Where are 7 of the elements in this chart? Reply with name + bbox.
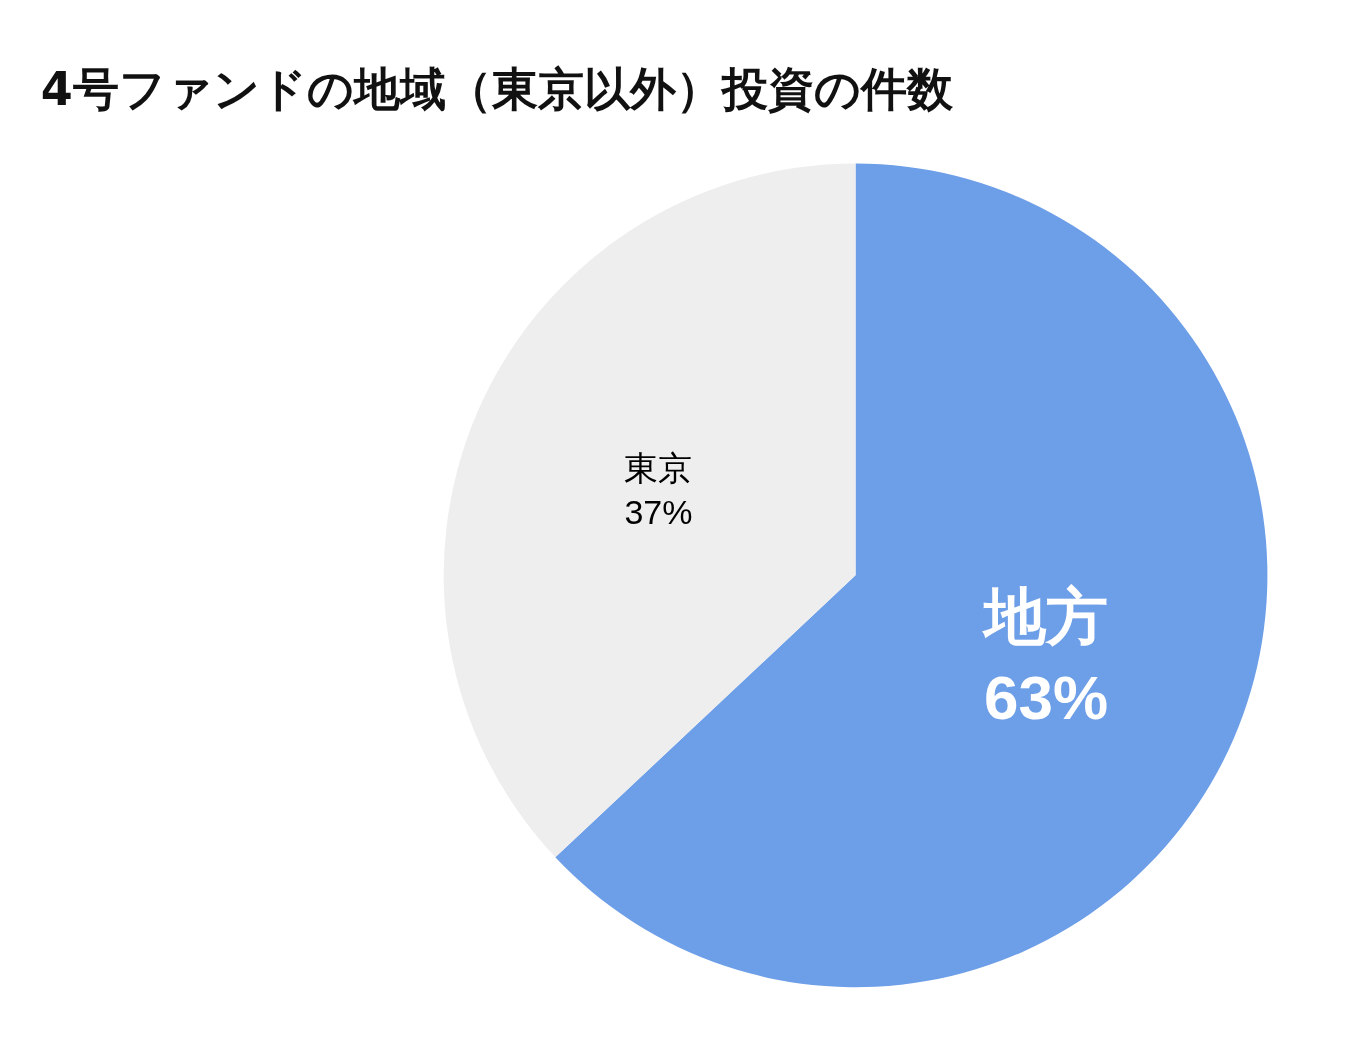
pie-slice	[555, 163, 1268, 987]
data-label: 63%	[983, 662, 1109, 732]
slice-label: 地方	[981, 582, 1109, 652]
pie-slice	[443, 163, 856, 858]
chart-title: 4号ファンドの地域（東京以外）投資の件数	[40, 62, 954, 117]
data-label: 37%	[624, 493, 693, 532]
slice-label: 東京	[624, 448, 693, 487]
